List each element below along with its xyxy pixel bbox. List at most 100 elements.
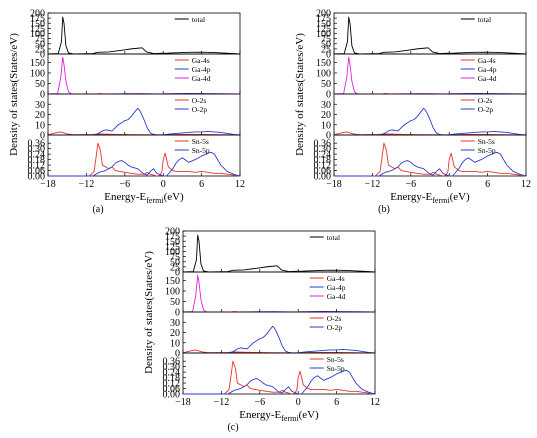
series-sn-5p-line	[48, 151, 241, 177]
series-ga-4d-line	[333, 56, 526, 95]
y-tick-label: 150	[165, 237, 180, 248]
y-tick-label: 0.24	[28, 150, 46, 161]
y-tick-label: 75	[35, 34, 45, 45]
legend-label: Ga-4s	[192, 56, 210, 65]
y-tick-label: 175	[165, 232, 180, 243]
x-tick-label: −12	[365, 179, 381, 190]
subplot-frame	[47, 12, 241, 55]
legend-label: Ga-4p	[478, 65, 497, 74]
x-tick-label: −18	[175, 397, 191, 408]
subplot-frame	[182, 271, 376, 313]
y-tick-label: 0.18	[163, 373, 181, 384]
x-tick-label: 0	[447, 179, 452, 190]
y-tick-label: 100	[30, 29, 45, 40]
legend-label: Sn-5s	[478, 137, 495, 146]
series-ga-4d-line	[182, 274, 375, 313]
series-sn-5s-line	[183, 360, 376, 395]
y-tick-label: 0.18	[314, 155, 332, 166]
x-tick-label: −6	[405, 179, 416, 190]
y-tick-label: 0.36	[28, 139, 46, 150]
y-tick-label: 150	[30, 58, 45, 69]
y-axis-label: Density of states(States/eV)	[8, 33, 20, 156]
legend-label: O-2p	[327, 323, 343, 332]
y-tick-label: 0	[40, 50, 45, 61]
y-tick-label: 0.12	[163, 379, 181, 390]
y-tick-label: 25	[35, 44, 45, 55]
y-tick-label: 50	[170, 257, 180, 268]
legend-label: total	[478, 15, 491, 24]
y-tick-label: 10	[321, 120, 331, 131]
legend-label: Sn-5p	[192, 146, 210, 155]
y-tick-label: 50	[321, 79, 331, 90]
y-tick-label: 30	[35, 100, 45, 111]
series-o-2p-line	[48, 107, 241, 136]
series-sn-5s-line	[334, 142, 527, 177]
y-tick-label: 200	[30, 9, 45, 20]
y-tick-label: 0.30	[163, 362, 181, 373]
legend-label: Ga-4s	[478, 56, 496, 65]
y-tick-label: 125	[165, 242, 180, 253]
y-tick-label: 30	[170, 318, 180, 329]
series-o-2s-line	[182, 349, 376, 354]
series-o-2p-line	[334, 107, 527, 136]
y-tick-label: 0	[326, 90, 331, 101]
series-o-2s-line	[333, 131, 527, 136]
y-tick-label: 0.00	[314, 172, 332, 183]
legend-label: O-2p	[478, 105, 494, 114]
y-tick-label: 0.36	[314, 139, 332, 150]
legend-label: O-2s	[192, 96, 207, 105]
y-tick-label: 0.30	[314, 144, 332, 155]
y-tick-label: 50	[321, 39, 331, 50]
series-o-2s-line	[47, 131, 241, 136]
subplot-frame	[333, 53, 527, 95]
x-tick-label: −18	[40, 179, 56, 190]
series-sn-5s-line	[48, 142, 241, 177]
y-tick-label: 100	[165, 286, 180, 297]
y-tick-label: 0.24	[163, 368, 181, 379]
y-tick-label: 50	[35, 79, 45, 90]
x-tick-label: 6	[485, 179, 490, 190]
subplot-frame	[333, 134, 527, 177]
panel-label: (b)	[378, 204, 390, 215]
y-tick-label: 200	[165, 227, 180, 238]
series-total-line	[333, 16, 527, 55]
series-sn-5p-line	[183, 369, 376, 395]
x-tick-label: 6	[199, 179, 204, 190]
series-ga-4d-line	[47, 56, 240, 95]
y-tick-label: 0	[175, 349, 180, 360]
y-tick-label: 0.30	[28, 144, 46, 155]
y-tick-label: 200	[316, 9, 331, 20]
y-tick-label: 0.00	[28, 172, 46, 183]
legend-label: O-2p	[192, 105, 208, 114]
y-tick-label: 0	[40, 131, 45, 142]
legend-label: total	[192, 15, 205, 24]
y-tick-label: 0	[40, 90, 45, 101]
series-sn-5p-line	[334, 151, 527, 177]
y-axis-label: Density of states(States/eV)	[294, 33, 306, 156]
y-tick-label: 0.06	[314, 166, 332, 177]
x-tick-label: −12	[214, 397, 230, 408]
y-tick-label: 25	[170, 262, 180, 273]
series-o-2p-line	[183, 325, 376, 354]
legend-label: Sn-5s	[327, 355, 344, 364]
y-tick-label: 150	[316, 58, 331, 69]
x-tick-label: −6	[119, 179, 130, 190]
y-tick-label: 0.36	[163, 357, 181, 368]
y-tick-label: 0.12	[28, 161, 46, 172]
x-tick-label: −12	[79, 179, 95, 190]
y-tick-label: 75	[321, 34, 331, 45]
y-tick-label: 30	[321, 100, 331, 111]
x-axis-label: Energy-Efermi(eV)	[104, 191, 184, 205]
subplot-frame	[47, 134, 241, 177]
legend-label: Sn-5s	[192, 137, 209, 146]
y-tick-label: 100	[316, 29, 331, 40]
y-tick-label: 100	[30, 68, 45, 79]
y-tick-label: 10	[170, 338, 180, 349]
